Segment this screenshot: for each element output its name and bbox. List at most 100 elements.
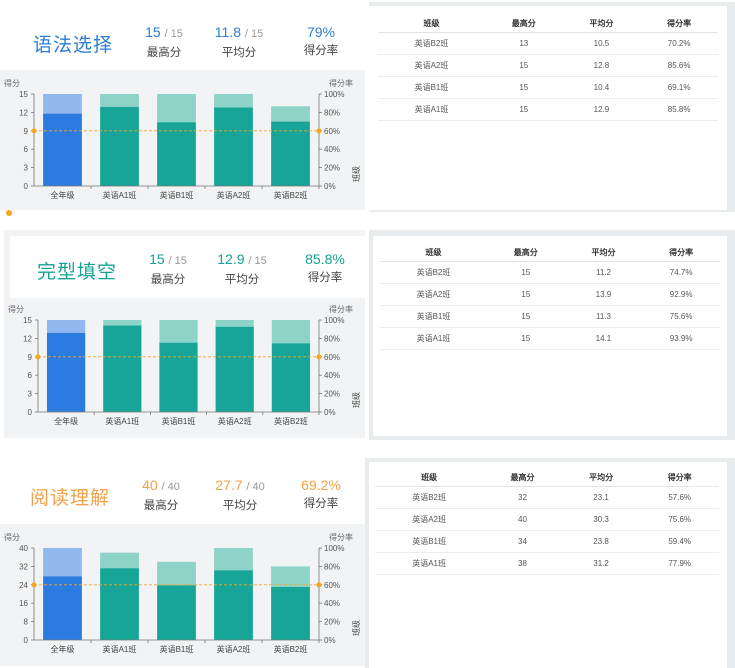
y-tick-label: 15 xyxy=(23,316,32,325)
table-row: 英语A2班 40 30.3 75.6% xyxy=(375,508,719,531)
y-tick-label: 12 xyxy=(19,108,28,117)
avg-score-stat: 12.9 / 15 平均分 xyxy=(207,251,277,287)
x-tick-label: 全年级 xyxy=(54,416,78,426)
section-1-header xyxy=(0,2,365,70)
y-axis-title: 得分 xyxy=(4,78,20,88)
rate-label: 得分率 xyxy=(303,45,339,57)
y2-tick-label: 0% xyxy=(324,408,336,417)
y2-tick-label: 60% xyxy=(324,353,340,362)
bar-max-segment xyxy=(100,552,139,569)
rate-stat: 69.2% 得分率 xyxy=(286,477,356,511)
score-chart: 得分 得分率 0 3 6 9 12 15 0% 20% 40% 60% 80% 100% 全年级 英语A1班 英… xyxy=(8,304,361,426)
max-score-stat: 15 / 15 最高分 xyxy=(133,251,203,287)
x-tick-label: 英语A1班 xyxy=(105,416,139,426)
bar-avg-segment xyxy=(43,576,82,640)
marker-dot xyxy=(6,210,12,216)
y-axis-title: 得分 xyxy=(8,304,24,314)
bar-avg-segment xyxy=(157,585,196,640)
class-stats-table: 班级 最高分 平均分 得分率 英语B2班 32 23.1 57.6% 英语A2班 40 3… xyxy=(375,468,719,575)
col-header-avg: 平均分 xyxy=(561,468,641,487)
rate-stat: 85.8% 得分率 xyxy=(290,251,360,285)
avg-value: 12.9 xyxy=(217,251,245,267)
max-total: / 15 xyxy=(164,28,183,40)
bar-avg-segment xyxy=(43,113,82,186)
section-title: 完型填空 xyxy=(37,262,118,283)
x-tick-label: 英语B1班 xyxy=(162,416,196,426)
y-tick-label: 3 xyxy=(24,164,29,173)
bar-max-segment xyxy=(43,548,82,577)
bar-avg-segment xyxy=(214,570,253,640)
table-row: 英语A1班 15 14.1 93.9% xyxy=(380,327,720,350)
bar-max-segment xyxy=(159,320,198,343)
max-label: 最高分 xyxy=(150,274,186,286)
bar-max-segment xyxy=(271,106,310,122)
col-header-class: 班级 xyxy=(378,14,485,33)
bar-avg-segment xyxy=(103,325,142,412)
rate-stat: 79% 得分率 xyxy=(286,24,356,58)
max-value: 40 xyxy=(142,477,158,493)
table-row: 英语B2班 13 10.5 70.2% xyxy=(378,32,718,55)
bar-max-segment xyxy=(100,94,139,107)
table-row: 英语B2班 15 11.2 74.7% xyxy=(380,261,720,284)
avg-total: / 40 xyxy=(246,481,265,493)
table-row: 英语A1班 38 31.2 77.9% xyxy=(375,552,719,575)
y2-tick-label: 60% xyxy=(324,581,340,590)
section-3-header xyxy=(0,458,365,524)
bar-avg-segment xyxy=(215,326,254,412)
bar-avg-segment xyxy=(271,586,310,640)
avg-score-stat: 11.8 / 15 平均分 xyxy=(204,24,274,60)
bar-avg-segment xyxy=(214,107,253,186)
y-tick-label: 32 xyxy=(19,562,28,571)
y2-tick-label: 60% xyxy=(324,127,340,136)
max-score-stat: 40 / 40 最高分 xyxy=(126,477,196,513)
bar-max-segment xyxy=(214,548,253,571)
x-tick-label: 英语B2班 xyxy=(274,190,308,200)
bar-avg-segment xyxy=(157,122,196,186)
bar-avg-segment xyxy=(271,121,310,186)
max-total: / 40 xyxy=(161,481,180,493)
col-header-class: 班级 xyxy=(375,468,484,487)
y2-axis-title: 得分率 xyxy=(329,532,353,542)
bar-avg-segment xyxy=(159,342,198,412)
x-axis-title: 班级 xyxy=(351,166,361,182)
x-tick-label: 全年级 xyxy=(51,190,75,200)
y2-tick-label: 100% xyxy=(324,90,344,99)
y2-tick-label: 80% xyxy=(324,334,340,343)
x-tick-label: 英语A2班 xyxy=(217,190,251,200)
x-axis-title: 班级 xyxy=(351,392,361,408)
bar-avg-segment xyxy=(46,332,86,412)
bar-max-segment xyxy=(271,566,310,587)
bar-max-segment xyxy=(43,94,82,114)
y2-tick-label: 40% xyxy=(324,145,340,154)
x-tick-label: 英语B2班 xyxy=(274,416,308,426)
x-tick-label: 英语B2班 xyxy=(274,644,308,654)
avg-score-stat: 27.7 / 40 平均分 xyxy=(205,477,275,513)
reference-dot-right xyxy=(316,354,322,360)
avg-total: / 15 xyxy=(248,255,267,267)
y-tick-label: 16 xyxy=(19,599,28,608)
col-header-rate: 得分率 xyxy=(642,243,720,262)
avg-total: / 15 xyxy=(244,28,264,40)
y-tick-label: 9 xyxy=(28,353,33,362)
section-title: 阅读理解 xyxy=(30,488,111,509)
max-label: 最高分 xyxy=(143,500,179,512)
section-2-header xyxy=(10,236,365,298)
col-header-avg: 平均分 xyxy=(562,14,641,33)
y-tick-label: 8 xyxy=(24,618,29,627)
bar-max-segment xyxy=(157,94,196,123)
section-title: 语法选择 xyxy=(33,35,114,56)
bar-max-segment xyxy=(46,320,86,333)
y2-tick-label: 20% xyxy=(324,618,340,627)
x-tick-label: 英语B1班 xyxy=(160,190,194,200)
y2-tick-label: 20% xyxy=(324,164,340,173)
y-tick-label: 12 xyxy=(23,334,32,343)
y2-tick-label: 0% xyxy=(324,636,336,645)
y-tick-label: 24 xyxy=(19,581,28,590)
table-row: 英语A1班 15 12.9 85.8% xyxy=(378,98,718,121)
y2-tick-label: 40% xyxy=(324,599,340,608)
rate-value: 69.2% xyxy=(301,477,341,493)
y2-tick-label: 20% xyxy=(324,390,340,399)
col-header-class: 班级 xyxy=(380,243,487,262)
x-tick-label: 英语A2班 xyxy=(218,416,252,426)
score-chart: 得分 得分率 0 3 6 9 12 15 0% 20% 40% 60% 80% 100% 全年级 英语A1班 英… xyxy=(4,78,361,200)
